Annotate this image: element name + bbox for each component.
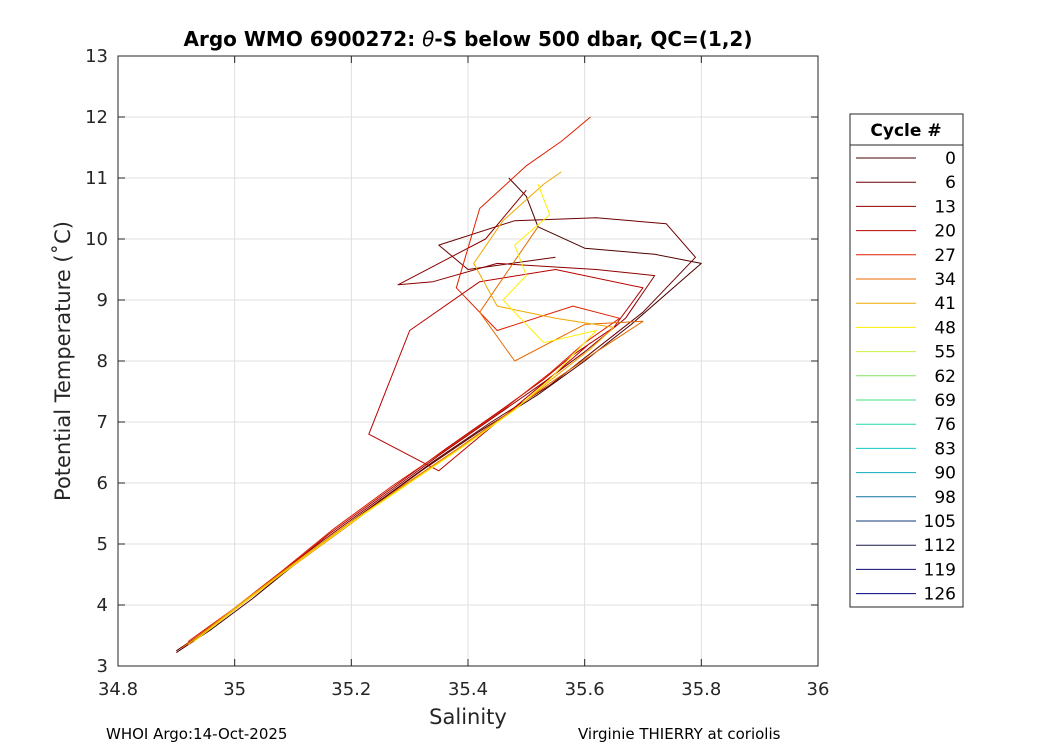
x-tick-label: 34.8 xyxy=(98,679,138,700)
legend-label: 105 xyxy=(924,512,956,532)
chart-title: Argo WMO 6900272: θ-S below 500 dbar, QC… xyxy=(184,27,753,51)
x-axis-label: Salinity xyxy=(429,705,507,729)
legend-label: 55 xyxy=(934,343,956,363)
legend-label: 98 xyxy=(934,488,956,508)
y-tick-label: 3 xyxy=(97,656,108,677)
legend-label: 48 xyxy=(934,318,956,338)
y-axis-label: Potential Temperature (˚C) xyxy=(51,221,75,501)
legend: Cycle # 0 6 13 20 27 34 41 48 55 62 69 76 83 90 98 105 1… xyxy=(849,113,964,608)
legend-box xyxy=(849,113,964,608)
legend-label: 119 xyxy=(924,560,956,580)
y-tick-label: 7 xyxy=(97,412,108,433)
y-tick-label: 8 xyxy=(97,351,108,372)
legend-label: 62 xyxy=(934,367,956,387)
chart-title-theta: θ xyxy=(422,27,434,51)
legend-label: 90 xyxy=(934,464,956,484)
legend-label: 41 xyxy=(934,294,956,314)
series-lines xyxy=(176,116,702,654)
legend-label: 20 xyxy=(934,222,956,242)
legend-label: 112 xyxy=(924,536,956,556)
legend-label: 83 xyxy=(934,439,956,459)
y-tick-label: 13 xyxy=(85,46,108,67)
x-tick-label: 35 xyxy=(223,679,246,700)
legend-label: 13 xyxy=(934,197,956,217)
legend-label: 34 xyxy=(934,270,956,290)
y-tick-label: 12 xyxy=(85,107,108,128)
series-line-cycle-41 xyxy=(187,171,615,645)
y-tick-label: 6 xyxy=(97,473,108,494)
footer-right: Virginie THIERRY at coriolis xyxy=(578,725,781,743)
chart-title-prefix: Argo WMO 6900272: xyxy=(184,27,423,51)
legend-label: 69 xyxy=(934,391,956,411)
x-tick-label: 35.4 xyxy=(448,679,488,700)
y-tick-label: 11 xyxy=(85,168,108,189)
y-tick-label: 10 xyxy=(85,229,108,250)
series-line-cycle-48 xyxy=(193,183,597,642)
x-tick-label: 35.8 xyxy=(681,679,721,700)
legend-label: 76 xyxy=(934,415,956,435)
x-tick-label: 35.2 xyxy=(331,679,371,700)
chart-title-suffix: -S below 500 dbar, QC=(1,2) xyxy=(434,27,752,51)
y-axis-ticks: 3 4 5 6 7 8 9 10 11 12 13 xyxy=(85,46,818,677)
y-tick-label: 9 xyxy=(97,290,108,311)
x-axis-ticks: 34.8 35 35.2 35.4 35.6 35.8 36 xyxy=(98,56,829,700)
legend-label: 6 xyxy=(945,173,956,193)
x-tick-label: 36 xyxy=(807,679,830,700)
legend-label: 0 xyxy=(945,149,956,169)
footer-left: WHOI Argo:14-Oct-2025 xyxy=(106,725,288,743)
legend-label: 27 xyxy=(934,246,956,266)
y-tick-label: 4 xyxy=(97,595,108,616)
series-line-cycle-0 xyxy=(176,177,702,654)
y-tick-label: 5 xyxy=(97,534,108,555)
legend-title: Cycle # xyxy=(870,121,941,141)
x-tick-label: 35.6 xyxy=(565,679,605,700)
legend-label: 126 xyxy=(924,585,956,605)
legend-items: 0 6 13 20 27 34 41 48 55 62 69 76 83 90 98 105 112 119 126 xyxy=(856,149,956,605)
